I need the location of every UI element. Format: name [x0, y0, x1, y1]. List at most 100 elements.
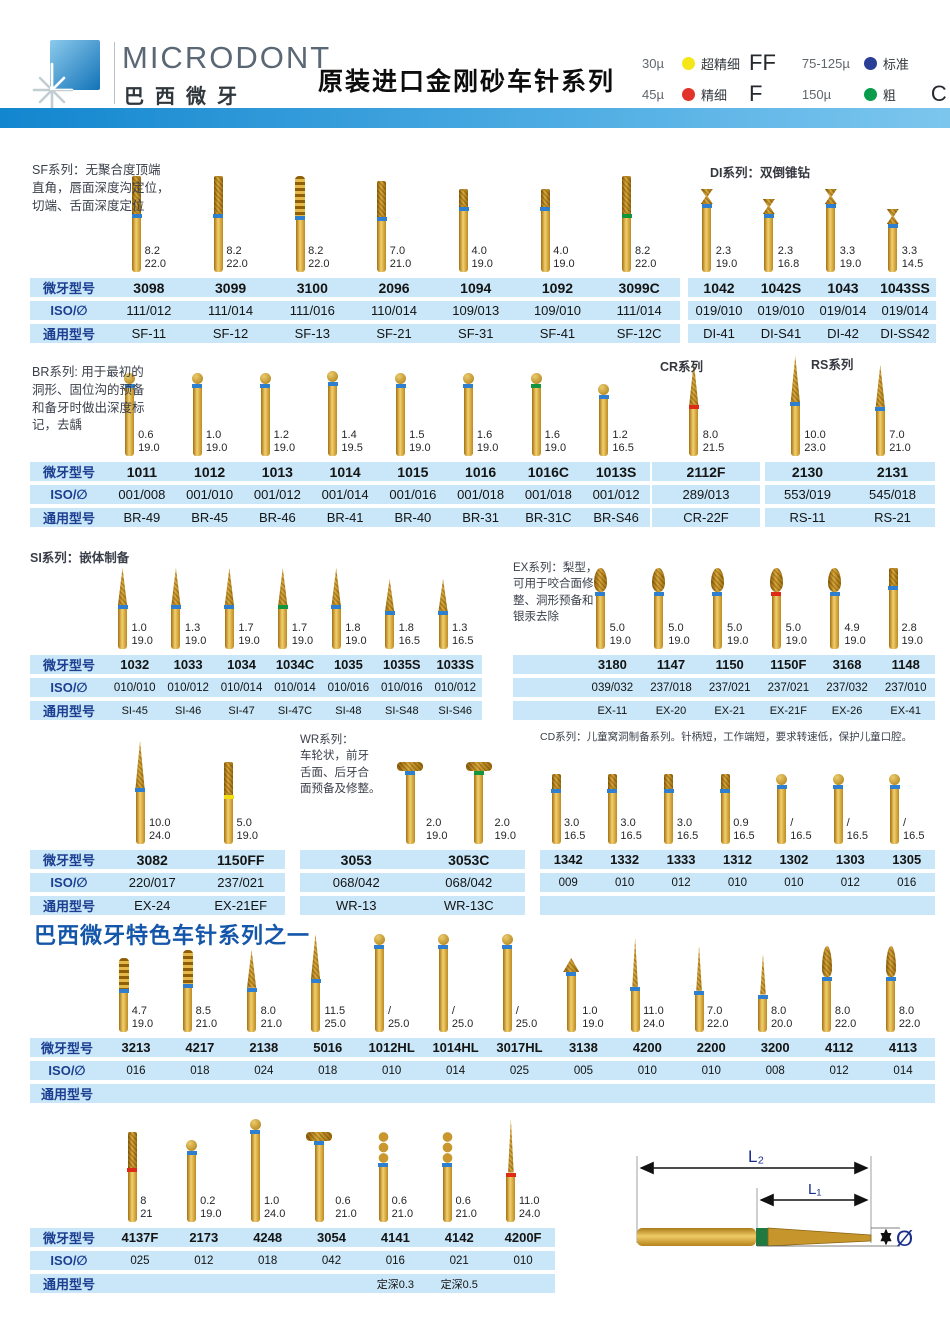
bur-shaft [295, 220, 305, 272]
legend-grade: C [930, 81, 947, 106]
ball-tip-icon [327, 371, 339, 382]
bur-dimensions: 1.4 19.5 [341, 429, 362, 455]
grit-dot-green-icon [863, 87, 877, 101]
grit-band-blue [566, 972, 577, 976]
grit-band-blue [889, 785, 900, 789]
bur-figure-cell: 1.2 19.0 [244, 373, 312, 456]
bur-dimensions: 1.7 19.0 [238, 622, 259, 648]
wheel-tip-icon [397, 762, 424, 771]
dim-total-length: 19.0 [726, 634, 749, 647]
bur-figure-cell: 1.5 19.0 [379, 373, 447, 456]
bur-figure-cell: 0.6 21.0 [363, 1132, 427, 1222]
generic-cell: EX-21EF [214, 898, 268, 913]
dim-head-length: 1.2 [612, 428, 628, 441]
dim-total-length: 19.0 [471, 257, 493, 270]
grit-band-blue [186, 1151, 197, 1155]
dim-total-length: 16.5 [790, 829, 812, 842]
row-label-model: 微牙型号 [42, 853, 95, 868]
model-cell: 1150 [715, 657, 744, 672]
bur-figure-cell: 2.3 19.0 [688, 189, 750, 272]
cylinder-tip-icon [132, 176, 142, 215]
bur-shaft [127, 1172, 137, 1222]
bur-dimensions: 0.6 21.0 [335, 1195, 356, 1221]
model-cell: 2130 [791, 463, 824, 480]
bur-figure [886, 209, 899, 272]
grit-band-blue [829, 592, 840, 597]
bur-figure [249, 1119, 261, 1222]
dim-head-length: 1.6 [544, 428, 560, 441]
bur-dimensions: 1.6 19.0 [545, 429, 566, 455]
model-cell: 3099C [618, 279, 660, 296]
bur-shaft [777, 789, 787, 844]
row-label-iso: ISO/∅ [50, 302, 88, 318]
bur-dimensions: 5.0 19.0 [237, 817, 258, 843]
iso-cell: 039/032 [591, 681, 634, 694]
bur-dimensions: 8.2 22.0 [635, 245, 656, 271]
spec-row-model: 3180 1147 1150 1150F 3168 1148 [513, 655, 935, 674]
model-cell: 4248 [253, 1230, 283, 1245]
bur-figure [832, 774, 844, 844]
dim-head-length: 5.0 [726, 621, 743, 634]
grit-band-blue [701, 204, 712, 208]
dim-total-length: 21.0 [389, 257, 412, 270]
grit-band-green [277, 605, 288, 610]
model-cell: 1033 [173, 657, 203, 672]
legend-size: 45µ [642, 86, 664, 102]
bur-shaft [192, 388, 202, 456]
cylinder-tip-icon [622, 176, 632, 215]
bur-figure-cell: 10.0 23.0 [765, 356, 850, 456]
spec-row-iso: ISO/∅ 220/017 237/021 [30, 873, 285, 892]
taper-tip-icon [278, 568, 288, 606]
bur-shaft [630, 990, 640, 1032]
ball-tip-icon [249, 1119, 261, 1130]
grit-band-blue [246, 987, 257, 992]
grit-band-red [505, 1172, 516, 1177]
model-cell: 3180 [597, 657, 627, 672]
generic-cell: RS-11 [789, 510, 826, 525]
bur-figure-cell: /16.5 [822, 774, 878, 844]
bur-dimensions: /25.0 [388, 1005, 409, 1031]
dim-head-length: 8.2 [226, 244, 242, 257]
taper-tip-icon [438, 579, 448, 612]
section-title: 巴西微牙特色车针系列之一 [34, 923, 311, 948]
bur-figure-cell: 8.0 20.0 [743, 954, 807, 1032]
bur-figure-cell: 8 21 [108, 1132, 172, 1222]
model-cell: 2200 [696, 1040, 726, 1055]
ball-tip-icon [889, 774, 901, 785]
bur-figure [437, 579, 449, 649]
bur-dimensions: 2.3 19.0 [716, 245, 737, 271]
dim-total-length: 22.0 [707, 1017, 729, 1030]
dim-total-length: 22.0 [634, 257, 657, 270]
iso-cell: 010/016 [327, 681, 370, 694]
bur-figure-row: 1.0 19.0 1.3 19.0 1.7 19.0 1.7 19.0 1.8 19.0 1.8 16… [30, 552, 482, 649]
brand-logo: MICRODONT 巴西微牙 [28, 38, 358, 118]
dim-head-length: 10.0 [804, 428, 826, 441]
dim-total-length: 16.5 [733, 829, 755, 842]
pear-tip-icon [769, 568, 783, 593]
bur-figure [598, 384, 610, 456]
iso-cell: 237/021 [708, 681, 751, 694]
iso-cell: 016 [897, 876, 917, 889]
bur-figure-cell: 1.3 16.5 [429, 579, 482, 649]
iso-cell: 289/013 [682, 487, 730, 502]
iso-cell: 018 [190, 1064, 210, 1077]
spec-row-model: 微牙型号 3098 3099 3100 2096 1094 1092 3099C [30, 278, 680, 297]
bur-dimensions: 1.3 16.5 [452, 622, 473, 648]
bur-shaft [607, 793, 617, 844]
dim-head-length: 2.0 [426, 816, 442, 829]
grit-band-blue [182, 984, 193, 989]
bur-figure-cell: 8.2 22.0 [598, 176, 680, 272]
generic-cell: RS-21 [874, 510, 911, 525]
shortcyl-tip-icon [551, 774, 561, 790]
bur-dimensions: 8.0 20.0 [771, 1005, 792, 1031]
bur-shaft [396, 388, 406, 456]
dim-total-length: 16.8 [777, 257, 800, 270]
bur-shaft [694, 994, 704, 1032]
diagram-label-l2: L₂ [748, 1147, 764, 1166]
bur-shaft [771, 596, 781, 649]
flame-tip-icon [821, 946, 832, 977]
dim-head-length: 1.8 [345, 621, 361, 634]
grit-band-blue [887, 224, 898, 228]
bur-dimensions: 1.5 19.0 [409, 429, 430, 455]
model-cell: 3213 [121, 1040, 151, 1055]
